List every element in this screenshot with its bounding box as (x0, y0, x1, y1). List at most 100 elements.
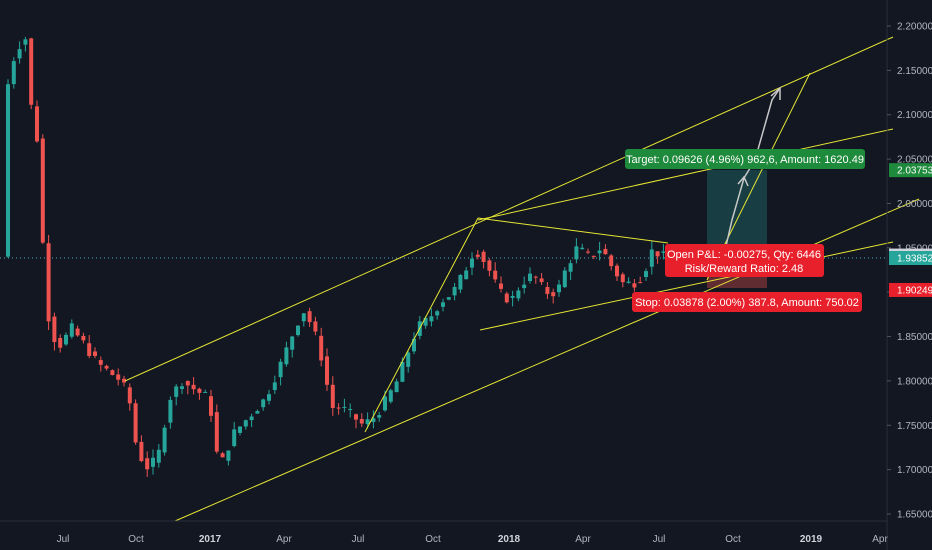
candle-body (168, 399, 173, 423)
plot-area[interactable]: Target: 0.09626 (4.96%) 962,6, Amount: 1… (0, 36, 920, 522)
candle-body (446, 297, 451, 300)
candle (481, 249, 486, 269)
candle-body (597, 250, 602, 254)
candle-body (87, 343, 92, 356)
time-axis[interactable]: Jul Oct 2017 Apr Jul Oct 2018 Apr Jul Oct 2019 Apr (0, 520, 889, 545)
candle-body (69, 323, 74, 337)
time-tick-label: Jul (653, 534, 666, 545)
stop-label[interactable]: Stop: 0.03878 (2.00%) 387.8, Amount: 750… (632, 292, 862, 312)
price-badge-box (889, 163, 932, 178)
candle-body (655, 251, 660, 257)
candle-body (180, 386, 184, 389)
price-tick-label: 2.20000 (897, 22, 932, 33)
candle-body (464, 270, 469, 280)
candle (412, 332, 416, 355)
candle-body (64, 334, 68, 345)
candle (267, 389, 271, 405)
candle-body (40, 138, 45, 243)
candle (168, 396, 173, 429)
candle-body (284, 347, 289, 365)
candle (429, 308, 434, 327)
candle (40, 134, 45, 245)
pnl-label[interactable]: Open P&L: -0.00275, Qty: 6446 Risk/Rewar… (665, 244, 824, 277)
candle-body (313, 321, 318, 332)
candle-body (603, 248, 608, 255)
candle-body (261, 399, 266, 408)
candle-body (371, 418, 376, 422)
channel-upper-line (124, 36, 894, 382)
price-axis[interactable]: 2.200002.150002.100002.050002.000001.950… (886, 0, 932, 550)
candle-body (574, 246, 579, 260)
time-axis-ticks: Jul Oct 2017 Apr Jul Oct 2018 Apr Jul Oct 2019 Apr (57, 534, 889, 545)
time-tick-label: Oct (425, 534, 441, 545)
candle (348, 403, 353, 418)
pitchfork-lower-line (479, 241, 894, 331)
candle-body (255, 411, 260, 414)
candle (354, 413, 358, 429)
candle (545, 282, 550, 299)
candle-body (661, 251, 666, 253)
candle-body (400, 361, 405, 382)
candle-body (17, 49, 22, 59)
candle-body (58, 337, 63, 348)
candle-body (191, 384, 196, 390)
candle (122, 375, 126, 387)
target-label-text: Target: 0.09626 (4.96%) 962,6, Amount: 1… (626, 154, 864, 166)
candle (180, 383, 184, 395)
time-tick-label: Apr (276, 534, 292, 545)
candle-body (197, 388, 202, 393)
candle-body (23, 39, 28, 45)
target-label[interactable]: Target: 0.09626 (4.96%) 962,6, Amount: 1… (625, 149, 865, 169)
candle-body (377, 415, 382, 418)
candle (319, 327, 324, 367)
price-tick-label: 2.00000 (897, 199, 932, 210)
candle-body (649, 249, 654, 267)
time-tick-label: Jul (352, 534, 365, 545)
candle (603, 244, 608, 255)
candle (504, 291, 509, 304)
candle-body (52, 316, 57, 343)
candle-body (6, 84, 10, 257)
price-badge-label: 1.93852 (897, 254, 932, 265)
candle-body (238, 426, 242, 433)
price-badge-label: 1.90249 (897, 285, 932, 296)
candle (336, 403, 341, 415)
candle (493, 262, 498, 283)
candle (226, 450, 231, 466)
candle (290, 335, 295, 358)
candle-body (29, 38, 34, 105)
candle (58, 334, 63, 353)
candle (307, 307, 312, 327)
candle-body (365, 419, 370, 425)
candle-body (75, 328, 80, 336)
candle (406, 350, 411, 373)
time-tick-label: Apr (575, 534, 591, 545)
price-badge-box (889, 251, 932, 266)
candle (475, 249, 480, 260)
candle (23, 36, 28, 52)
candle (75, 325, 80, 337)
candle (499, 276, 503, 293)
candle-body (528, 273, 532, 282)
candle-body (214, 412, 219, 452)
position-tool-labels[interactable]: Target: 0.09626 (4.96%) 962,6, Amount: 1… (625, 149, 865, 312)
candlestick-series (6, 36, 666, 477)
candle (145, 451, 150, 477)
candle (522, 276, 527, 294)
target-zone (707, 170, 767, 258)
candle-body (156, 449, 161, 463)
candle-body (133, 403, 138, 443)
candle (597, 241, 602, 261)
candle-body (296, 325, 300, 336)
candle-body (493, 270, 498, 280)
candle-body (93, 351, 97, 356)
candle-body (406, 352, 411, 367)
candle-body (470, 258, 474, 268)
candle (615, 263, 619, 281)
candle-body (104, 365, 109, 369)
candle (591, 255, 596, 260)
pitchfork-upper-line (477, 128, 894, 221)
candle-body (435, 311, 440, 316)
